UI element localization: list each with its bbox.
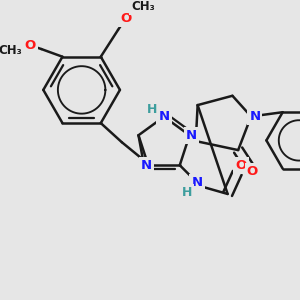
Text: H: H	[147, 103, 158, 116]
Text: N: N	[186, 129, 197, 142]
Text: N: N	[141, 159, 152, 172]
Text: N: N	[158, 110, 169, 123]
Text: O: O	[247, 165, 258, 178]
Text: H: H	[182, 186, 193, 199]
Text: CH₃: CH₃	[0, 44, 22, 56]
Text: O: O	[236, 159, 247, 172]
Text: N: N	[249, 110, 260, 123]
Text: O: O	[24, 39, 35, 52]
Text: O: O	[120, 12, 131, 25]
Text: N: N	[191, 176, 203, 189]
Text: CH₃: CH₃	[131, 0, 155, 14]
